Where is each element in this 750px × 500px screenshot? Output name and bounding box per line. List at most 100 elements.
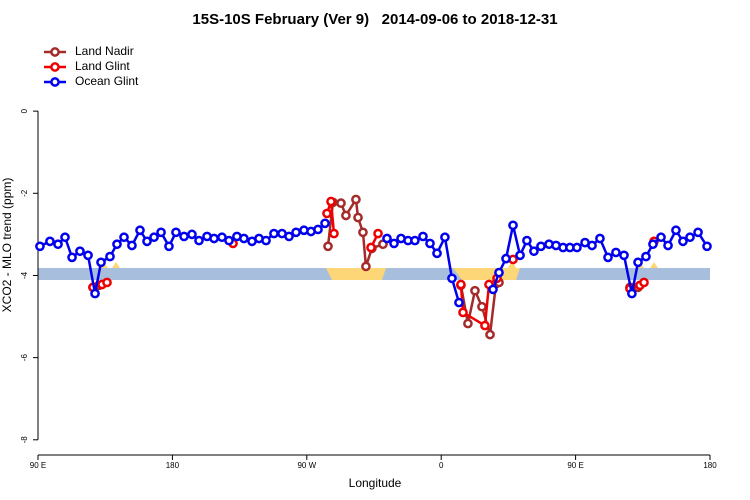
land-band — [453, 268, 520, 280]
x-tick-label: 180 — [166, 461, 180, 470]
point — [440, 232, 450, 243]
point — [269, 228, 279, 239]
point — [351, 194, 361, 205]
legend-label: Land Nadir — [75, 44, 134, 58]
point — [135, 225, 145, 236]
point — [142, 236, 152, 247]
point — [447, 273, 457, 284]
point — [671, 225, 681, 236]
point — [112, 239, 122, 250]
y-tick-label: -6 — [20, 354, 29, 362]
point — [508, 220, 518, 231]
y-tick-label: -2 — [20, 189, 29, 197]
point — [353, 212, 363, 223]
point — [693, 227, 703, 238]
point — [536, 241, 546, 252]
point — [470, 285, 480, 296]
point — [341, 210, 351, 221]
point — [382, 233, 392, 244]
point — [67, 252, 77, 263]
chart-title: 15S-10S February (Ver 9) 2014-09-06 to 2… — [192, 11, 557, 28]
point — [361, 261, 371, 272]
point — [485, 329, 495, 340]
land-ocean-strip — [38, 260, 710, 280]
legend-label: Land Glint — [75, 59, 130, 73]
point — [90, 288, 100, 299]
point — [702, 241, 712, 252]
point — [320, 218, 330, 229]
point — [96, 257, 106, 268]
point — [410, 235, 420, 246]
x-axis-label: Longitude — [349, 476, 402, 490]
x-tick-label: 90 E — [567, 461, 583, 470]
point — [164, 241, 174, 252]
point — [366, 242, 376, 253]
point — [587, 240, 597, 251]
x-tick-label: 90 W — [297, 461, 316, 470]
point — [149, 232, 159, 243]
point — [572, 242, 582, 253]
point — [648, 239, 658, 250]
point — [102, 277, 112, 288]
point — [224, 235, 234, 246]
point — [322, 208, 332, 219]
point — [209, 233, 219, 244]
point — [156, 227, 166, 238]
point — [663, 240, 673, 251]
point — [477, 301, 487, 312]
point — [501, 253, 511, 264]
point — [75, 246, 85, 257]
point — [595, 233, 605, 244]
point — [685, 232, 695, 243]
y-tick-label: -4 — [20, 271, 29, 279]
y-axis-label: XCO2 - MLO trend (ppm) — [0, 178, 14, 313]
legend-marker — [50, 62, 60, 72]
point — [656, 232, 666, 243]
point — [480, 320, 490, 331]
point — [458, 307, 468, 318]
point — [515, 250, 525, 261]
point — [119, 232, 129, 243]
point — [179, 231, 189, 242]
point — [261, 235, 271, 246]
point — [529, 246, 539, 257]
legend-marker — [50, 47, 60, 57]
series-line — [93, 202, 654, 326]
legend-marker — [50, 77, 60, 87]
point — [425, 238, 435, 249]
series — [35, 218, 712, 308]
point — [488, 284, 498, 295]
y-tick-label: -8 — [20, 436, 29, 444]
point — [329, 228, 339, 239]
legend-label: Ocean Glint — [75, 74, 139, 88]
point — [194, 235, 204, 246]
series — [89, 198, 657, 329]
point — [389, 238, 399, 249]
point — [641, 251, 651, 262]
point — [83, 250, 93, 261]
point — [678, 236, 688, 247]
point — [456, 279, 466, 290]
point — [323, 241, 333, 252]
point — [291, 227, 301, 238]
point — [611, 247, 621, 258]
point — [239, 233, 249, 244]
point — [454, 297, 464, 308]
point — [35, 241, 45, 252]
point — [45, 236, 55, 247]
series — [88, 194, 643, 340]
point — [633, 257, 643, 268]
point — [432, 248, 442, 259]
point — [105, 251, 115, 262]
point — [418, 231, 428, 242]
point — [53, 239, 63, 250]
point — [336, 198, 346, 209]
point — [313, 224, 323, 235]
x-tick-label: 180 — [703, 461, 717, 470]
land-band — [636, 262, 658, 268]
y-tick-label: 0 — [20, 108, 29, 113]
point — [60, 232, 70, 243]
point — [627, 288, 637, 299]
